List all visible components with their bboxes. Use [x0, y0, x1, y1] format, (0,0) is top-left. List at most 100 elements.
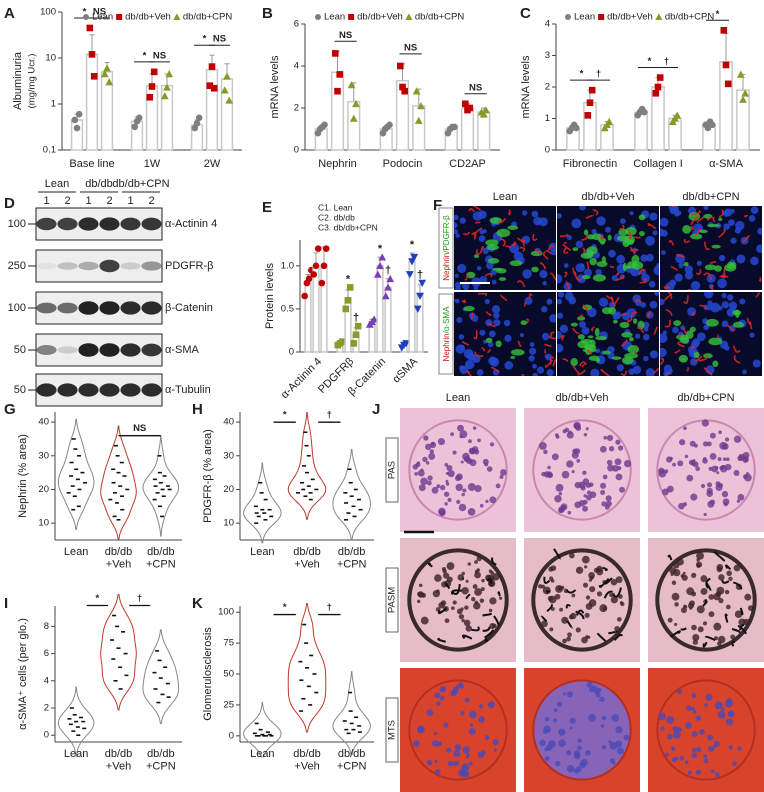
nucleus [678, 262, 684, 269]
red-signal [528, 293, 533, 299]
data-point [414, 116, 423, 124]
significance: * [83, 6, 87, 17]
nucleus [710, 302, 721, 313]
tissue-detail [677, 460, 684, 467]
tissue-detail [666, 456, 673, 463]
red-signal [694, 355, 703, 362]
tissue-detail [568, 430, 572, 435]
nucleus [654, 292, 659, 296]
tissue-detail [596, 568, 604, 576]
row-label-box [385, 567, 399, 633]
blot-band [36, 345, 57, 355]
tissue-detail [457, 424, 464, 432]
silver-stain [596, 632, 607, 642]
image [648, 408, 764, 532]
silver-stain [602, 566, 608, 571]
panel-label: K [192, 595, 203, 612]
nucleus [643, 326, 649, 332]
red-signal [582, 247, 586, 254]
nucleus [529, 342, 535, 348]
data-point [321, 121, 328, 129]
y-tick-label: 1 [51, 99, 56, 110]
red-signal [726, 324, 735, 332]
blot-band [78, 217, 99, 231]
green-signal [629, 336, 634, 342]
nucleus [690, 280, 701, 290]
silver-stain [613, 633, 624, 641]
tissue-detail [439, 484, 446, 491]
red-signal [703, 366, 713, 376]
tissue-detail [460, 607, 464, 611]
tissue-detail [562, 692, 566, 696]
x-tick-label: Lean [250, 546, 274, 558]
green-signal [572, 247, 579, 252]
tissue-detail [584, 565, 588, 569]
red-signal [498, 217, 507, 224]
data-point [131, 123, 139, 131]
violin [287, 603, 327, 733]
tissue-detail [747, 605, 754, 612]
tissue-detail [554, 495, 562, 503]
significance: † [137, 593, 142, 604]
nucleus [723, 223, 730, 230]
nucleus [461, 282, 470, 290]
y-tick-label: 2 [545, 82, 550, 93]
tissue-detail [558, 728, 566, 736]
significance: * [95, 593, 99, 604]
image [660, 292, 762, 376]
data-point [376, 261, 384, 270]
image [454, 206, 556, 290]
tissue-detail [696, 563, 701, 568]
tissue-detail [601, 745, 607, 750]
green-signal [705, 318, 719, 327]
tissue-detail [695, 466, 701, 472]
green-signal [619, 321, 630, 329]
data-point [466, 104, 473, 112]
tissue-detail [725, 457, 730, 462]
tissue-detail [580, 758, 588, 766]
nucleus [454, 229, 458, 235]
nucleus [557, 298, 563, 305]
protein-label: α-Actinin 4 [165, 218, 217, 230]
tissue-detail [717, 710, 726, 719]
nucleus [479, 329, 486, 336]
significance: † [327, 602, 332, 613]
tissue-detail [415, 462, 421, 468]
row-label-box [385, 437, 399, 503]
data-point [386, 121, 393, 129]
panel-label: D [4, 195, 15, 212]
red-signal [479, 245, 484, 254]
data-point [573, 124, 580, 132]
tissue-detail [601, 715, 607, 721]
green-signal [485, 337, 493, 344]
tissue-detail [586, 494, 592, 501]
nucleus [598, 297, 609, 307]
x-tick-label: Lean [64, 546, 88, 558]
green-signal [708, 337, 723, 346]
y-tick-label: 25 [223, 699, 234, 710]
red-signal [590, 326, 596, 331]
tissue-detail [684, 454, 689, 459]
tissue-detail [691, 706, 695, 711]
nucleus [454, 273, 459, 278]
green-signal [638, 214, 646, 221]
tissue-detail [732, 761, 738, 767]
data-point [338, 338, 346, 345]
nucleus [608, 249, 616, 258]
silver-stain [444, 582, 451, 590]
data-point [210, 84, 218, 92]
blot-band [141, 261, 162, 271]
red-signal [585, 214, 594, 219]
bar [412, 105, 426, 151]
data-point [673, 111, 682, 119]
tissue-detail [458, 503, 467, 512]
tissue-detail [700, 483, 706, 489]
red-signal [582, 304, 589, 313]
tissue-detail [658, 469, 667, 478]
blot-band [141, 301, 162, 315]
significance: † [353, 312, 359, 324]
bar [395, 79, 410, 151]
significance: NS [469, 82, 482, 93]
green-signal [495, 340, 502, 348]
tissue-detail [588, 686, 596, 693]
